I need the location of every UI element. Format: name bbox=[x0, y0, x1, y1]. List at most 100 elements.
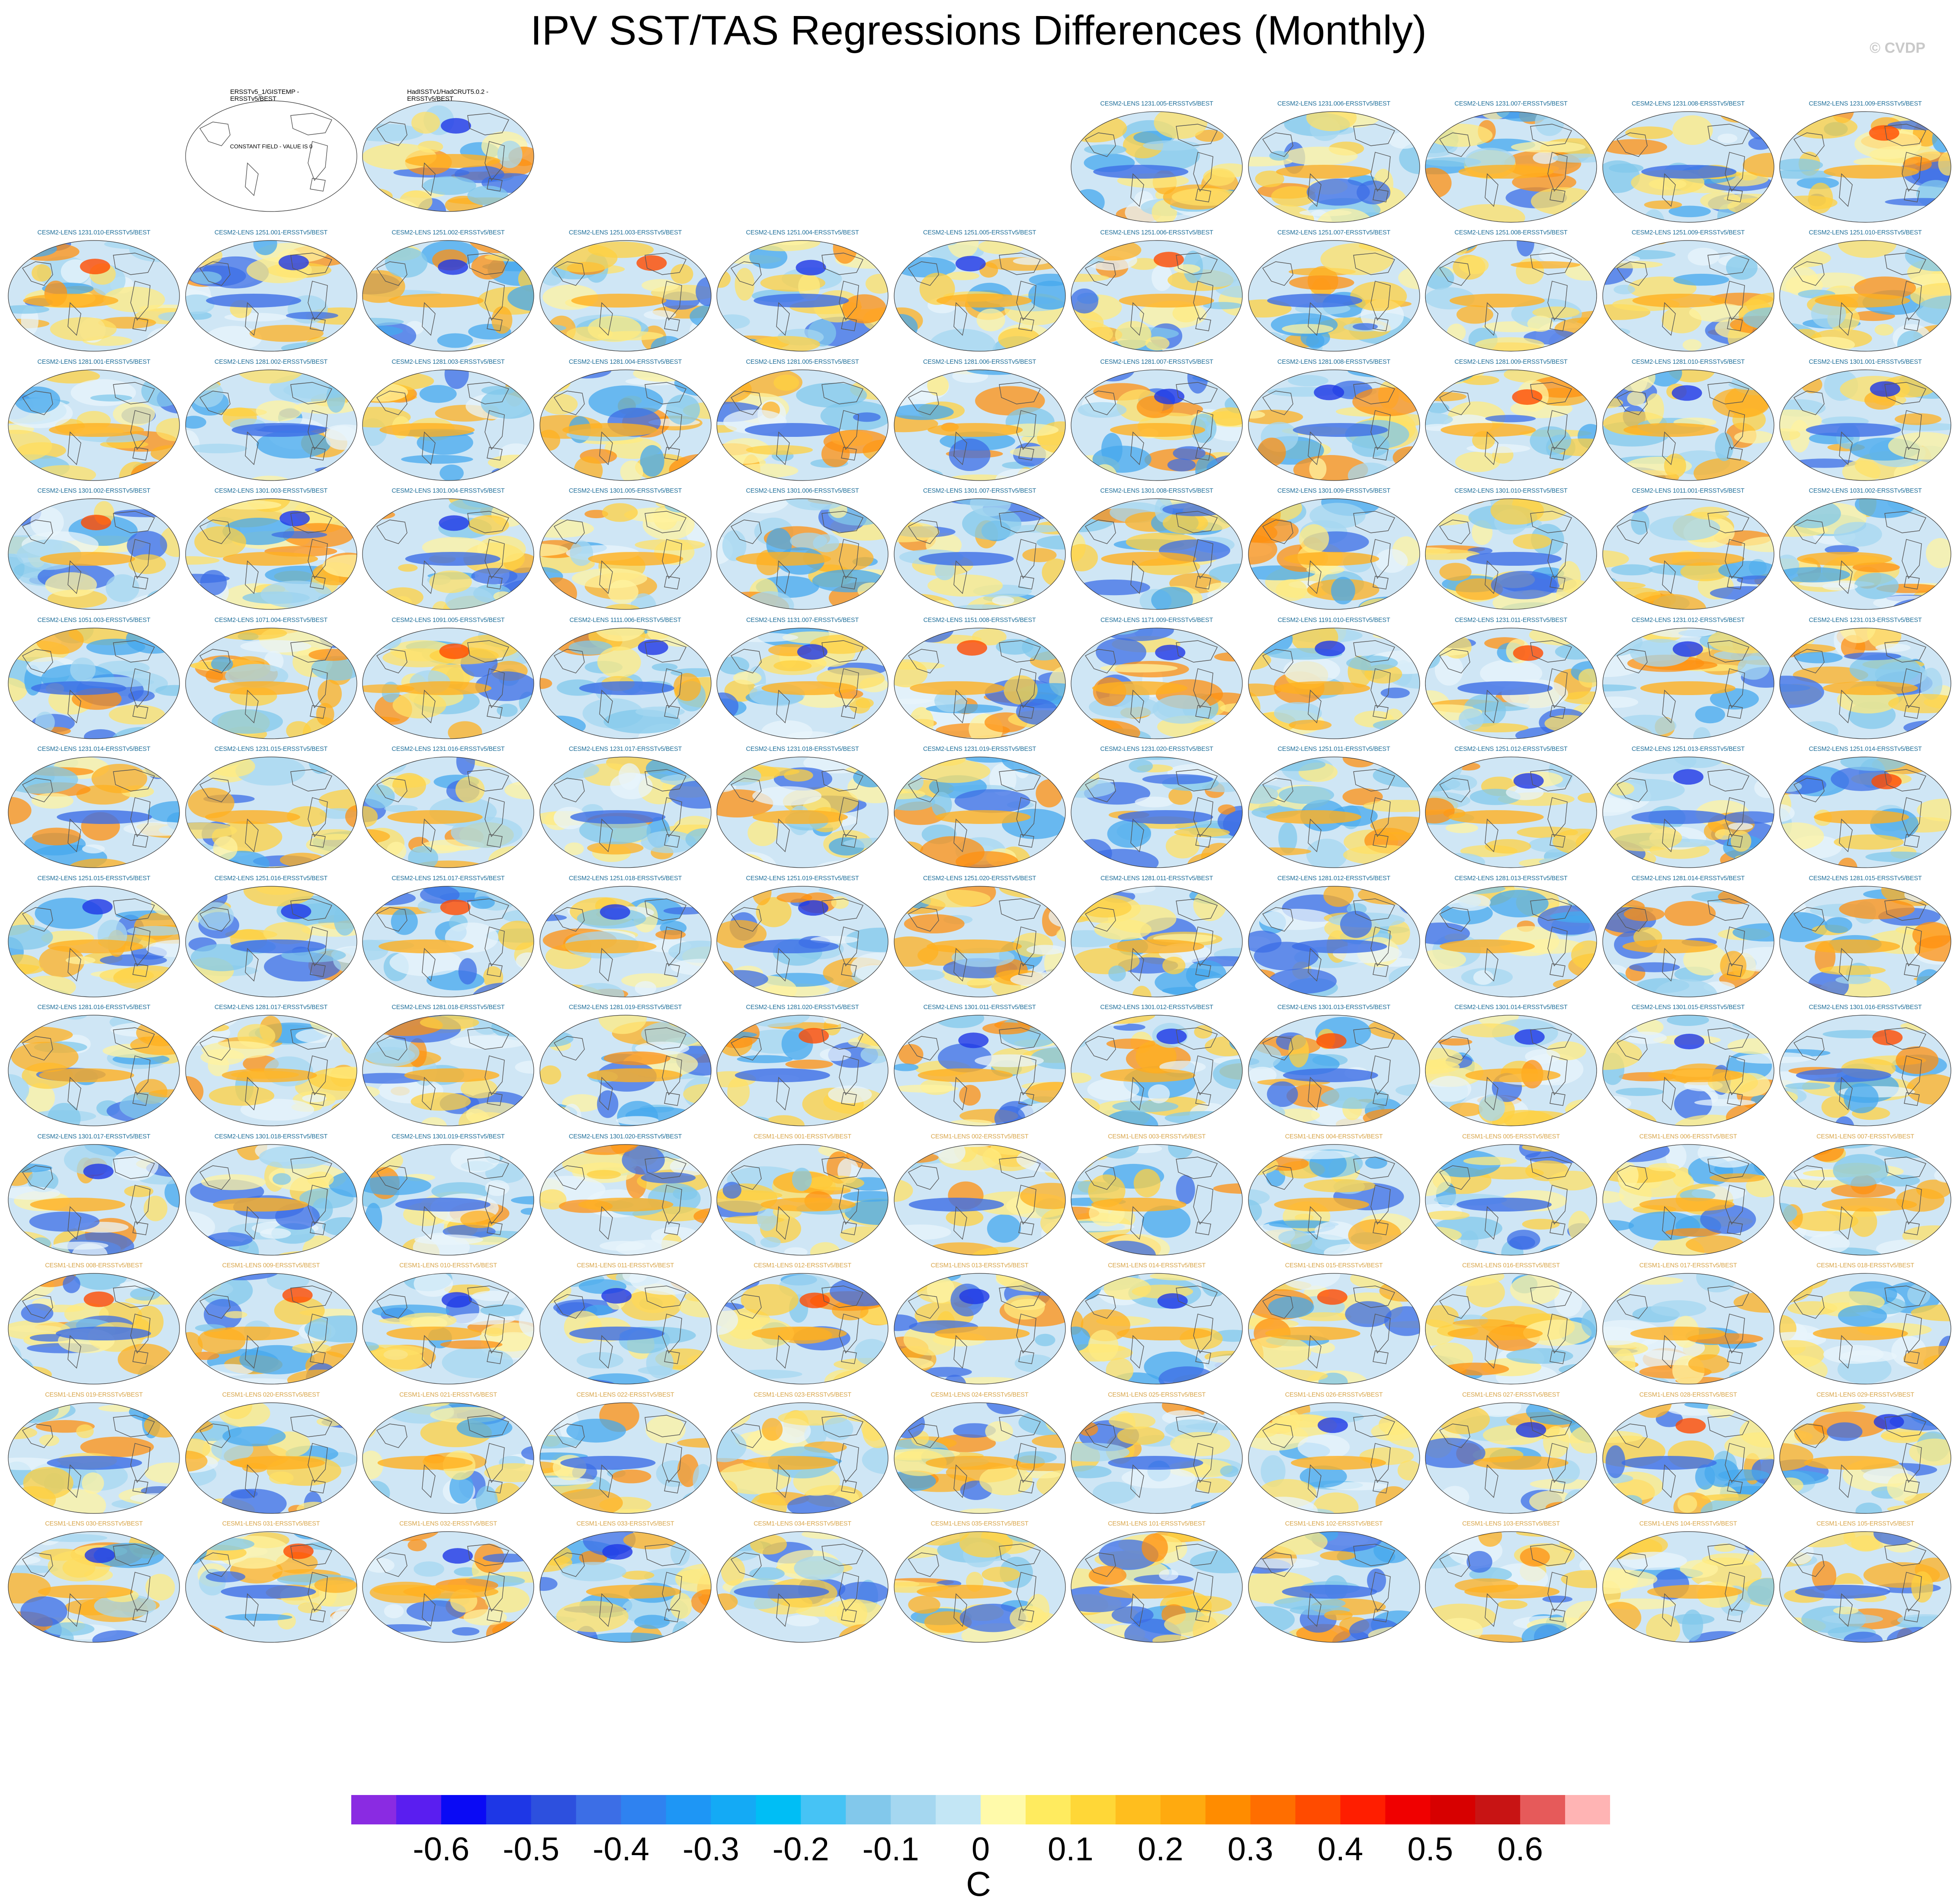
world-map bbox=[1779, 885, 1951, 997]
world-map bbox=[362, 1015, 534, 1126]
map-panel: CESM2-LENS 1231.012-ERSSTv5/BEST bbox=[1600, 616, 1777, 741]
world-map bbox=[1248, 885, 1420, 997]
panel-title: CESM2-LENS 1281.012-ERSSTv5/BEST bbox=[1277, 875, 1391, 882]
world-map bbox=[362, 1273, 534, 1385]
world-map bbox=[893, 756, 1066, 868]
map-panel: CESM2-LENS 1281.012-ERSSTv5/BEST bbox=[1245, 874, 1423, 1000]
world-map bbox=[1779, 111, 1951, 223]
map-panel: CESM1-LENS 006-ERSSTv5/BEST bbox=[1600, 1132, 1777, 1258]
map-panel: CESM2-LENS 1301.016-ERSSTv5/BEST bbox=[1777, 1003, 1954, 1128]
panel-title: CESM2-LENS 1281.018-ERSSTv5/BEST bbox=[391, 1004, 505, 1011]
panel-title: CESM1-LENS 029-ERSSTv5/BEST bbox=[1816, 1391, 1914, 1398]
world-map bbox=[1779, 369, 1951, 481]
world-map bbox=[8, 1402, 180, 1514]
map-panel: CESM1-LENS 013-ERSSTv5/BEST bbox=[891, 1261, 1068, 1387]
map-panel: CESM1-LENS 033-ERSSTv5/BEST bbox=[537, 1519, 714, 1645]
map-panel: CESM2-LENS 1171.009-ERSSTv5/BEST bbox=[1068, 616, 1245, 741]
panel-title: CESM2-LENS 1231.010-ERSSTv5/BEST bbox=[37, 229, 151, 236]
panel-title: CESM1-LENS 026-ERSSTv5/BEST bbox=[1285, 1391, 1383, 1398]
map-panel: CESM2-LENS 1231.016-ERSSTv5/BEST bbox=[359, 745, 537, 870]
world-map bbox=[362, 369, 534, 481]
world-map bbox=[893, 1015, 1066, 1126]
world-map bbox=[185, 1531, 357, 1643]
world-map bbox=[539, 627, 712, 739]
map-panel: CESM1-LENS 003-ERSSTv5/BEST bbox=[1068, 1132, 1245, 1258]
panel-title: CESM2-LENS 1251.004-ERSSTv5/BEST bbox=[746, 229, 859, 236]
colorbar-swatch bbox=[891, 1795, 936, 1824]
panel-title: CESM2-LENS 1301.001-ERSSTv5/BEST bbox=[1809, 358, 1922, 365]
map-panel: CESM2-LENS 1281.010-ERSSTv5/BEST bbox=[1600, 358, 1777, 483]
map-panel: CESM2-LENS 1301.006-ERSSTv5/BEST bbox=[714, 487, 891, 612]
colorbar-tick-label: -0.2 bbox=[772, 1831, 829, 1868]
panel-title: CESM1-LENS 025-ERSSTv5/BEST bbox=[1108, 1391, 1206, 1398]
panel-title: CESM2-LENS 1281.010-ERSSTv5/BEST bbox=[1631, 358, 1745, 365]
world-map bbox=[185, 369, 357, 481]
map-panel: CESM2-LENS 1301.017-ERSSTv5/BEST bbox=[5, 1132, 183, 1258]
map-panel: CESM2-LENS 1301.008-ERSSTv5/BEST bbox=[1068, 487, 1245, 612]
world-map bbox=[893, 1273, 1066, 1385]
map-panel: CESM2-LENS 1281.019-ERSSTv5/BEST bbox=[537, 1003, 714, 1128]
panel-title: CESM1-LENS 032-ERSSTv5/BEST bbox=[399, 1520, 497, 1527]
map-panel: CESM2-LENS 1301.002-ERSSTv5/BEST bbox=[5, 487, 183, 612]
world-map bbox=[539, 498, 712, 610]
colorbar-swatch bbox=[846, 1795, 891, 1824]
world-map bbox=[1425, 498, 1597, 610]
panel-title: CESM1-LENS 104-ERSSTv5/BEST bbox=[1639, 1520, 1737, 1527]
world-map bbox=[1248, 369, 1420, 481]
world-map bbox=[1071, 1144, 1243, 1256]
world-map bbox=[1779, 498, 1951, 610]
world-map bbox=[716, 369, 889, 481]
panel-title: CESM2-LENS 1281.013-ERSSTv5/BEST bbox=[1454, 875, 1568, 882]
panel-title: CESM2-LENS 1301.013-ERSSTv5/BEST bbox=[1277, 1004, 1391, 1011]
world-map bbox=[1602, 627, 1774, 739]
panel-title: CESM2-LENS 1301.007-ERSSTv5/BEST bbox=[923, 487, 1036, 494]
colorbar-swatch bbox=[396, 1795, 442, 1824]
map-panel: CESM2-LENS 1281.020-ERSSTv5/BEST bbox=[714, 1003, 891, 1128]
map-panel: CESM1-LENS 102-ERSSTv5/BEST bbox=[1245, 1519, 1423, 1645]
panel-title: CESM2-LENS 1251.011-ERSSTv5/BEST bbox=[1277, 746, 1390, 753]
world-map bbox=[893, 369, 1066, 481]
world-map bbox=[539, 369, 712, 481]
map-panel: CESM1-LENS 004-ERSSTv5/BEST bbox=[1245, 1132, 1423, 1258]
world-map bbox=[185, 1015, 357, 1126]
map-panel: CESM2-LENS 1251.010-ERSSTv5/BEST bbox=[1777, 228, 1954, 354]
panel-title: CESM2-LENS 1231.017-ERSSTv5/BEST bbox=[568, 746, 682, 753]
panel-title: CESM2-LENS 1301.004-ERSSTv5/BEST bbox=[391, 487, 505, 494]
world-map bbox=[893, 1402, 1066, 1514]
panel-title: CESM1-LENS 102-ERSSTv5/BEST bbox=[1285, 1520, 1383, 1527]
panel-title: CESM2-LENS 1251.009-ERSSTv5/BEST bbox=[1631, 229, 1745, 236]
map-panel: CESM2-LENS 1301.019-ERSSTv5/BEST bbox=[359, 1132, 537, 1258]
watermark: © CVDP bbox=[1870, 40, 1925, 56]
map-panel: CESM2-LENS 1251.006-ERSSTv5/BEST bbox=[1068, 228, 1245, 354]
map-panel: CESM2-LENS 1301.003-ERSSTv5/BEST bbox=[183, 487, 360, 612]
panel-title: CESM2-LENS 1231.008-ERSSTv5/BEST bbox=[1631, 100, 1745, 107]
map-panel: CESM2-LENS 1251.002-ERSSTv5/BEST bbox=[359, 228, 537, 354]
colorbar-swatch bbox=[576, 1795, 622, 1824]
map-panel: CESM2-LENS 1111.006-ERSSTv5/BEST bbox=[537, 616, 714, 741]
world-map bbox=[185, 885, 357, 997]
panel-title: CESM2-LENS 1091.005-ERSSTv5/BEST bbox=[391, 616, 505, 624]
panel-title: CESM1-LENS 009-ERSSTv5/BEST bbox=[222, 1262, 320, 1269]
map-panel: CESM2-LENS 1251.012-ERSSTv5/BEST bbox=[1422, 745, 1600, 870]
colorbar-tick-label: 0 bbox=[971, 1831, 990, 1868]
panel-title: CESM2-LENS 1251.010-ERSSTv5/BEST bbox=[1809, 229, 1922, 236]
panel-title: CESM2-LENS 1281.007-ERSSTv5/BEST bbox=[1100, 358, 1213, 365]
world-map bbox=[716, 1402, 889, 1514]
map-panel: CESM2-LENS 1051.003-ERSSTv5/BEST bbox=[5, 616, 183, 741]
map-panel: CESM2-LENS 1281.008-ERSSTv5/BEST bbox=[1245, 358, 1423, 483]
map-panel: CESM2-LENS 1281.018-ERSSTv5/BEST bbox=[359, 1003, 537, 1128]
world-map bbox=[1071, 756, 1243, 868]
map-panel: CESM2-LENS 1231.020-ERSSTv5/BEST bbox=[1068, 745, 1245, 870]
panel-title: CESM2-LENS 1301.019-ERSSTv5/BEST bbox=[391, 1133, 505, 1140]
panel-title: CESM1-LENS 103-ERSSTv5/BEST bbox=[1462, 1520, 1560, 1527]
panel-title: CESM2-LENS 1251.013-ERSSTv5/BEST bbox=[1631, 746, 1745, 753]
map-panel: CESM2-LENS 1191.010-ERSSTv5/BEST bbox=[1245, 616, 1423, 741]
panel-title: CESM2-LENS 1281.019-ERSSTv5/BEST bbox=[568, 1004, 682, 1011]
colorbar-swatch bbox=[1340, 1795, 1386, 1824]
panel-title: CESM2-LENS 1301.006-ERSSTv5/BEST bbox=[746, 487, 859, 494]
panel-title: CESM2-LENS 1251.008-ERSSTv5/BEST bbox=[1454, 229, 1568, 236]
world-map bbox=[362, 498, 534, 610]
world-map bbox=[185, 1144, 357, 1256]
panel-title: CESM2-LENS 1231.005-ERSSTv5/BEST bbox=[1100, 100, 1213, 107]
colorbar-swatch bbox=[711, 1795, 756, 1824]
